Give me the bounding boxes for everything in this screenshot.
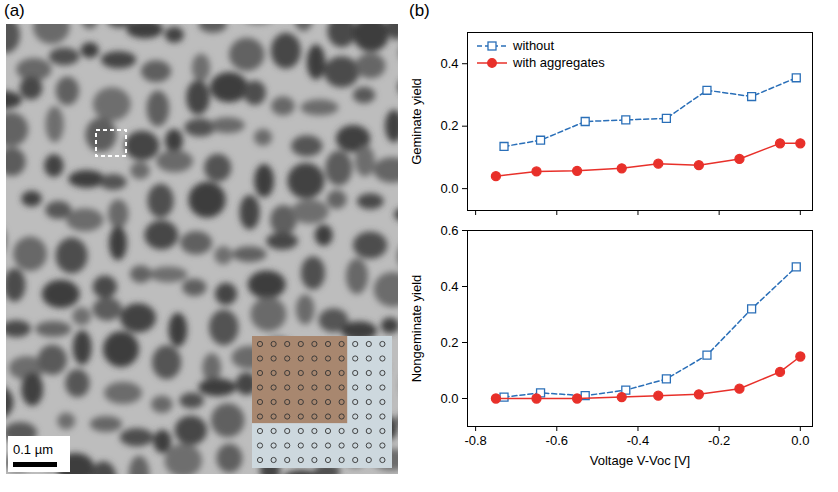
html-text:(a): (a) [4,1,25,20]
svg-text:-0.4: -0.4 [627,433,649,448]
svg-text:0.1 µm: 0.1 µm [13,442,53,457]
html-text:with aggregates: with aggregates [513,55,605,70]
svg-text:0.0: 0.0 [440,391,458,406]
svg-text:Voltage V-Voc [V]: Voltage V-Voc [V] [590,453,690,468]
svg-text:0.4: 0.4 [440,279,458,294]
svg-text:Geminate yield: Geminate yield [409,78,424,165]
svg-text:-0.8: -0.8 [464,433,486,448]
svg-text:-0.6: -0.6 [546,433,568,448]
svg-text:0.6: 0.6 [440,223,458,238]
svg-text:0.2: 0.2 [440,118,458,133]
svg-text:0.0: 0.0 [791,433,809,448]
html-text:(b): (b) [409,1,430,20]
svg-text:Nongeminate yield: Nongeminate yield [409,275,424,383]
html-text:without: without [513,38,555,53]
svg-text:0.2: 0.2 [440,335,458,350]
svg-text:0.4: 0.4 [440,56,458,71]
svg-text:0.0: 0.0 [440,181,458,196]
svg-text:-0.2: -0.2 [708,433,730,448]
